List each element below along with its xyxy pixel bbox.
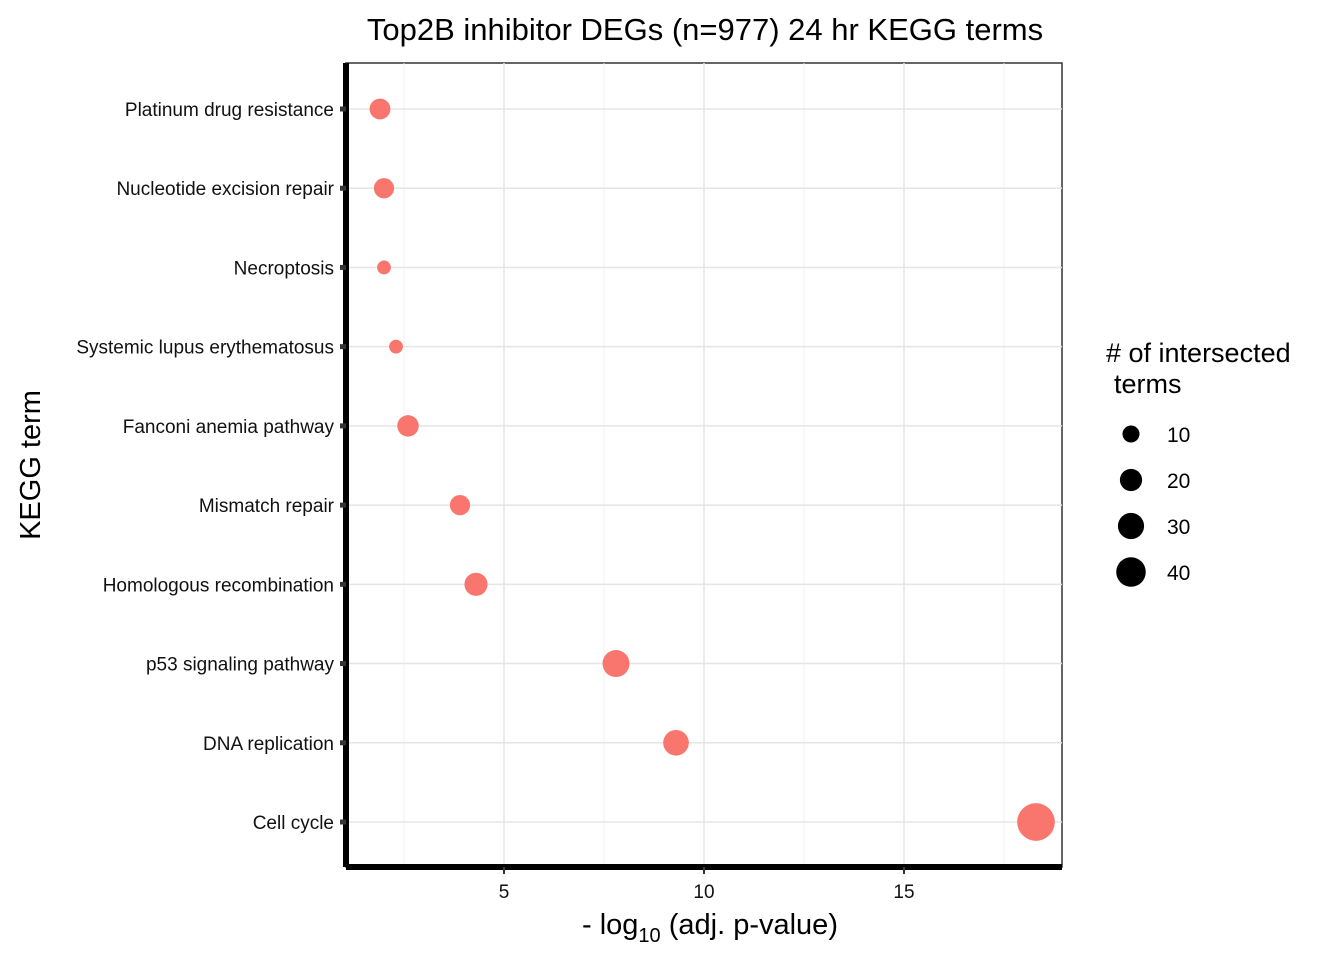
x-axis-label-suffix: (adj. p-value) [661, 909, 838, 941]
data-point [464, 572, 488, 596]
legend-key-circle [1117, 512, 1145, 540]
y-tick-label: Mismatch repair [199, 496, 335, 517]
y-tick-label: Nucleotide excision repair [116, 179, 334, 200]
y-tick-label: Necroptosis [234, 258, 334, 279]
y-ticks-layer: Platinum drug resistance Nucleotide excis… [76, 100, 346, 834]
y-tick-label: Fanconi anemia pathway [123, 417, 335, 438]
chart-title: Top2B inhibitor DEGs (n=977) 24 hr KEGG … [367, 12, 1043, 47]
legend-key-circle [1116, 557, 1146, 587]
legend-key-label: 20 [1167, 470, 1190, 493]
data-point [1017, 803, 1055, 841]
legend-key-label: 30 [1167, 516, 1190, 539]
legend-key-circle [1119, 468, 1143, 492]
legend-key-circle [1122, 425, 1140, 443]
y-tick-label: Cell cycle [253, 813, 334, 834]
x-ticks-layer: 5 10 15 [499, 867, 915, 903]
legend-key-label: 10 [1167, 424, 1190, 447]
data-point [397, 415, 419, 437]
legend-title-line2: terms [1114, 369, 1182, 399]
y-tick-label: Platinum drug resistance [125, 100, 334, 121]
y-axis-label: KEGG term [15, 390, 47, 540]
legend-keys: 10 20 30 40 [1116, 424, 1190, 587]
data-point [389, 339, 403, 354]
legend: # of intersected terms 10 20 30 40 [1106, 338, 1291, 587]
data-point [369, 98, 391, 120]
y-tick-label: p53 signaling pathway [146, 655, 335, 676]
legend-key-label: 40 [1167, 562, 1190, 585]
data-point [602, 650, 630, 678]
x-axis-label-subscript: 10 [638, 925, 660, 947]
y-tick-label: Homologous recombination [103, 575, 334, 596]
data-point [373, 178, 395, 199]
x-axis-label: - log10 (adj. p-value) [582, 909, 838, 947]
points-layer [369, 98, 1055, 841]
x-tick-label: 15 [893, 882, 914, 903]
y-tick-label: DNA replication [203, 734, 334, 755]
x-axis-label-prefix: - log [582, 909, 638, 941]
legend-title-line1: # of intersected [1106, 338, 1291, 368]
plot-panel [343, 62, 1063, 870]
x-tick-label: 10 [693, 882, 714, 903]
y-tick-label: Systemic lupus erythematosus [76, 338, 334, 359]
data-point [663, 729, 689, 756]
data-point [377, 260, 391, 275]
x-tick-label: 5 [499, 882, 510, 903]
data-point [449, 494, 471, 516]
